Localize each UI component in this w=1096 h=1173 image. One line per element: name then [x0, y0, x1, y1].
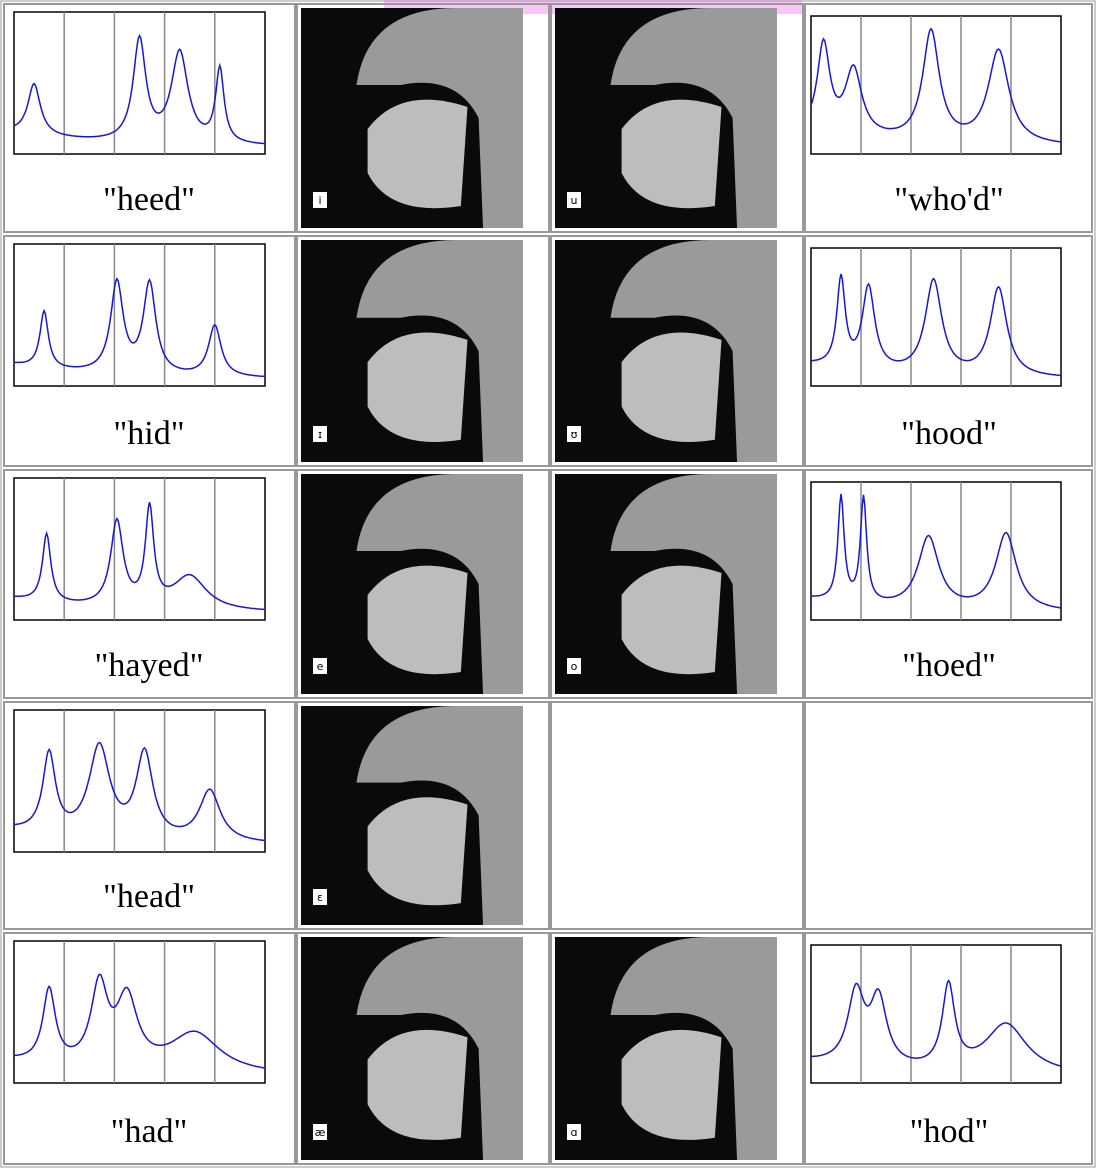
mri-head — [610, 937, 777, 1160]
mri-label-box — [313, 658, 327, 674]
vowel-word: "had" — [111, 1113, 188, 1150]
mri-symbol: u — [571, 194, 578, 207]
mri-head — [356, 8, 523, 228]
spectrum-frame — [810, 944, 1062, 1084]
mri-head — [356, 474, 523, 694]
table-cell — [296, 235, 550, 467]
table-cell — [3, 469, 296, 699]
table-cell — [550, 235, 804, 467]
spectrum-frame — [810, 15, 1062, 155]
spectrum-curve — [13, 973, 266, 1069]
vowel-word: "hood" — [901, 415, 997, 452]
table-cell — [550, 701, 804, 930]
spectrum-curve — [810, 27, 1062, 143]
table-cell — [3, 235, 296, 467]
spectrum-curve — [13, 33, 266, 145]
mri-label-box — [313, 426, 327, 442]
mri-tongue — [621, 565, 722, 675]
table-cell — [804, 932, 1093, 1165]
mri-label-box — [567, 1124, 581, 1140]
mri-head — [610, 474, 777, 694]
mri-head — [356, 240, 523, 462]
vowel-word: "who'd" — [894, 181, 1003, 218]
vowel-word: "hod" — [910, 1113, 989, 1150]
mri-symbol: ɛ — [317, 891, 323, 904]
table-cell — [296, 701, 550, 930]
table-cell — [296, 3, 550, 233]
mri-label-box — [313, 192, 327, 208]
spectrum-frame — [13, 709, 266, 853]
table-cell — [804, 701, 1093, 930]
table-cell — [296, 469, 550, 699]
mri-symbol: i — [318, 194, 321, 207]
vowel-word: "hoed" — [902, 647, 996, 684]
spectrum-frame — [810, 247, 1062, 387]
mri-tongue — [621, 332, 722, 443]
table-cell — [3, 932, 296, 1165]
table-cell — [296, 932, 550, 1165]
vowel-word: "hid" — [113, 415, 184, 452]
table-cell — [550, 932, 804, 1165]
mri-tongue — [367, 565, 468, 675]
mri-head — [356, 937, 523, 1160]
mri-symbol: o — [571, 660, 578, 673]
mri-tongue — [621, 99, 722, 209]
mri-label-box — [567, 426, 581, 442]
mri-symbol: e — [317, 660, 324, 673]
mri-tongue — [367, 797, 468, 906]
vowel-word: "head" — [103, 878, 195, 915]
spectrum-frame — [13, 11, 266, 155]
mri-head — [356, 706, 523, 925]
table-cell — [3, 701, 296, 930]
mri-tongue — [367, 99, 468, 209]
spectrum-frame — [13, 940, 266, 1084]
spectrum-curve — [810, 979, 1062, 1067]
mri-symbol: ɪ — [318, 428, 322, 441]
mri-tongue — [367, 332, 468, 443]
spectrum-curve — [13, 277, 266, 378]
table-cell — [550, 469, 804, 699]
spectrum-frame — [810, 481, 1062, 621]
mri-tongue — [621, 1029, 722, 1140]
spectrum-curve — [13, 741, 266, 842]
mri-tongue — [367, 1029, 468, 1140]
spectrum-curve — [13, 502, 266, 611]
spectrum-curve — [810, 493, 1062, 609]
table-cell — [3, 3, 296, 233]
mri-symbol: ʊ — [571, 428, 578, 441]
mri-label-box — [567, 192, 581, 208]
table-cell — [804, 235, 1093, 467]
table-cell — [804, 3, 1093, 233]
table-cell — [550, 3, 804, 233]
mri-head — [610, 240, 777, 462]
spectrum-frame — [13, 243, 266, 387]
mri-label-box — [313, 889, 327, 905]
spectrum-frame — [13, 477, 266, 621]
table-cell — [804, 469, 1093, 699]
mri-symbol: ɑ — [571, 1126, 578, 1139]
spectrum-curve — [810, 273, 1062, 377]
mri-symbol: æ — [315, 1126, 326, 1139]
mri-head — [610, 8, 777, 228]
vowel-word: "heed" — [103, 181, 195, 218]
mri-label-box — [313, 1124, 327, 1140]
vowel-word: "hayed" — [95, 647, 204, 684]
mri-label-box — [567, 658, 581, 674]
